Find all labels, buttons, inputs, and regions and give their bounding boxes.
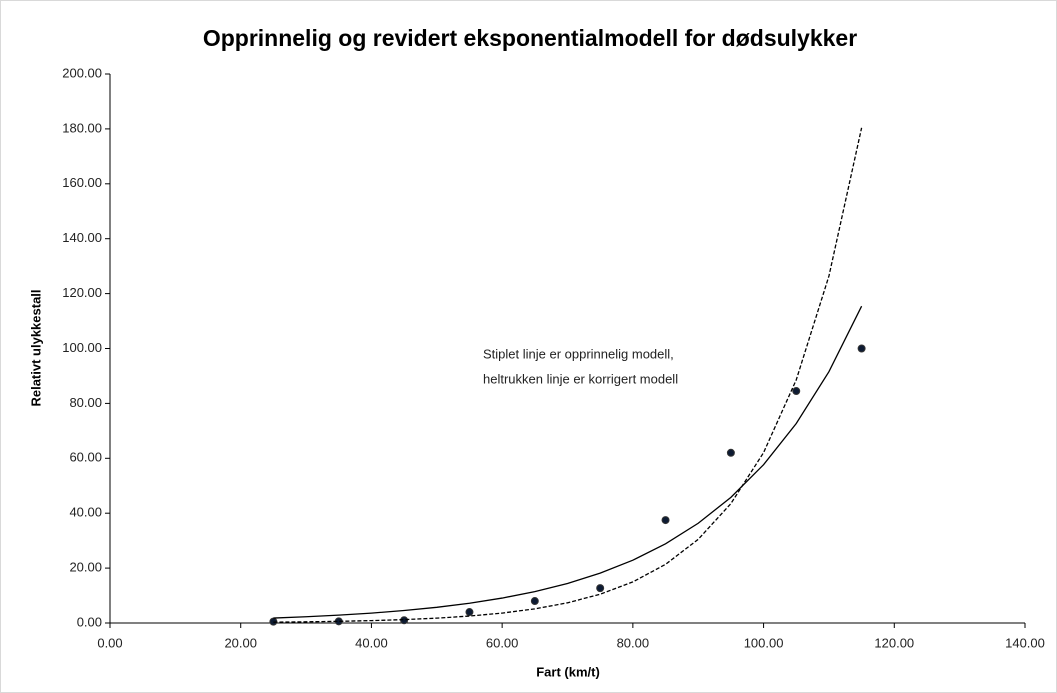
y-tick-label: 80.00 bbox=[69, 395, 102, 410]
chart-title: Opprinnelig og revidert eksponentialmode… bbox=[203, 25, 857, 51]
x-tick-label: 0.00 bbox=[97, 635, 122, 650]
x-tick-label: 20.00 bbox=[224, 635, 257, 650]
data-point bbox=[530, 597, 539, 606]
data-point bbox=[465, 608, 474, 617]
y-tick-label: 100.00 bbox=[62, 340, 102, 355]
y-tick-label: 140.00 bbox=[62, 230, 102, 245]
y-axis-label: Relativt ulykkestall bbox=[28, 289, 43, 406]
x-tick-label: 140.00 bbox=[1005, 635, 1045, 650]
data-point bbox=[726, 448, 735, 457]
model-line bbox=[273, 127, 863, 623]
x-tick-label: 100.00 bbox=[744, 635, 784, 650]
y-tick-label: 160.00 bbox=[62, 175, 102, 190]
data-point bbox=[792, 387, 801, 396]
y-tick-label: 200.00 bbox=[62, 65, 102, 80]
x-tick-label: 80.00 bbox=[617, 635, 650, 650]
x-tick-label: 60.00 bbox=[486, 635, 519, 650]
x-axis-label: Fart (km/t) bbox=[536, 664, 600, 679]
y-tick-label: 40.00 bbox=[69, 505, 102, 520]
data-point bbox=[857, 344, 866, 353]
y-tick-label: 60.00 bbox=[69, 450, 102, 465]
model-line bbox=[273, 305, 863, 619]
x-tick-label: 120.00 bbox=[874, 635, 914, 650]
y-tick-label: 20.00 bbox=[69, 560, 102, 575]
data-point bbox=[596, 584, 605, 593]
annotation: Stiplet linje er opprinnelig modell, bbox=[483, 346, 674, 361]
data-point bbox=[661, 516, 670, 525]
y-tick-label: 0.00 bbox=[77, 614, 102, 629]
y-tick-label: 180.00 bbox=[62, 120, 102, 135]
x-tick-label: 40.00 bbox=[355, 635, 388, 650]
annotation: heltrukken linje er korrigert modell bbox=[483, 371, 678, 386]
y-tick-label: 120.00 bbox=[62, 285, 102, 300]
